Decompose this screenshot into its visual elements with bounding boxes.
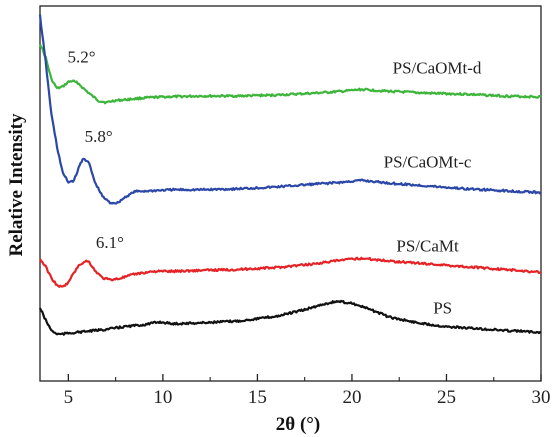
peak-annotation: 5.8° (85, 127, 113, 146)
y-axis-title: Relative Intensity (6, 113, 27, 257)
peak-annotation: 5.2° (68, 47, 96, 66)
series-line-ps-caomt-c (38, 14, 542, 205)
series-layer (38, 14, 542, 336)
x-tick-label: 15 (248, 387, 267, 408)
peak-annotation: 6.1° (96, 233, 124, 252)
series-label: PS/CaMt (396, 237, 459, 256)
series-label: PS/CaOMt-d (393, 59, 482, 78)
x-axis-title: 2θ (°) (276, 414, 320, 435)
x-tick-label: 25 (437, 387, 456, 408)
x-tick-label: 30 (532, 387, 551, 408)
x-tick-label: 20 (342, 387, 361, 408)
series-line-ps-camt (39, 256, 542, 288)
series-label: PS (433, 299, 452, 318)
series-line-ps-caomt-d (38, 43, 542, 105)
x-tick-label: 5 (64, 387, 74, 408)
axes-layer: 5 10 15 20 25 30 (64, 374, 551, 408)
series-label: PS/CaOMt-c (384, 152, 472, 171)
series-line-ps (38, 299, 542, 336)
labels-layer: PS/CaOMt-d PS/CaOMt-c PS/CaMt PS 5.2° 5.8° 6.1… (68, 47, 482, 317)
x-tick-label: 10 (153, 387, 172, 408)
